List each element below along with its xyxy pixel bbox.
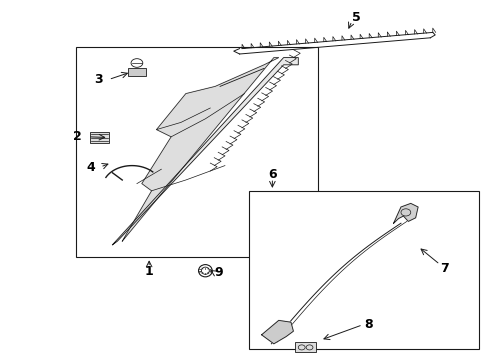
Polygon shape [261,320,293,344]
Polygon shape [122,58,278,241]
Bar [76,47,317,257]
Text: 5: 5 [351,11,360,24]
Polygon shape [112,58,298,245]
Bar [249,191,478,349]
Bar [128,68,145,76]
Text: 4: 4 [86,161,95,174]
Text: 8: 8 [364,318,372,330]
Text: 2: 2 [73,130,82,143]
Text: 6: 6 [267,168,276,181]
Text: 9: 9 [214,266,223,279]
Bar [90,132,108,143]
Text: 7: 7 [439,262,448,275]
Text: 3: 3 [94,73,102,86]
Bar [294,342,316,352]
Text: 1: 1 [144,265,153,278]
Polygon shape [393,203,417,223]
